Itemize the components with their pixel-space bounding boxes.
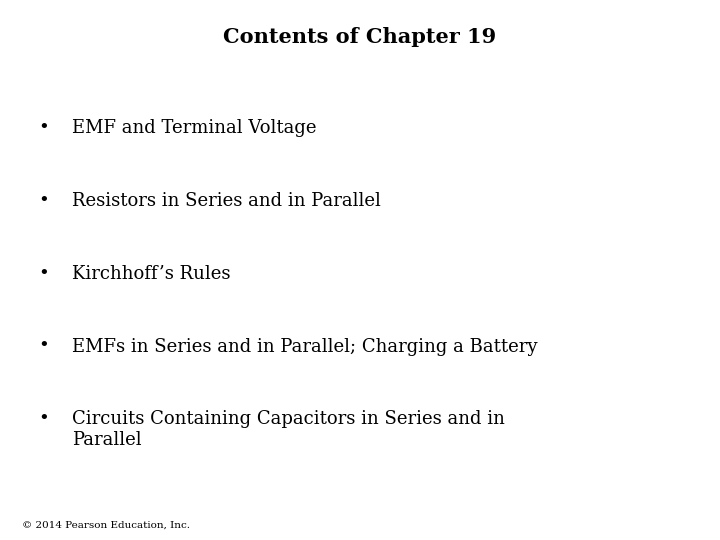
Text: •: • — [38, 119, 48, 137]
Text: •: • — [38, 265, 48, 282]
Text: Circuits Containing Capacitors in Series and in
Parallel: Circuits Containing Capacitors in Series… — [72, 410, 505, 449]
Text: © 2014 Pearson Education, Inc.: © 2014 Pearson Education, Inc. — [22, 520, 189, 529]
Text: Contents of Chapter 19: Contents of Chapter 19 — [223, 27, 497, 47]
Text: •: • — [38, 192, 48, 210]
Text: EMF and Terminal Voltage: EMF and Terminal Voltage — [72, 119, 317, 137]
Text: Resistors in Series and in Parallel: Resistors in Series and in Parallel — [72, 192, 381, 210]
Text: •: • — [38, 338, 48, 355]
Text: Kirchhoff’s Rules: Kirchhoff’s Rules — [72, 265, 230, 282]
Text: •: • — [38, 410, 48, 428]
Text: EMFs in Series and in Parallel; Charging a Battery: EMFs in Series and in Parallel; Charging… — [72, 338, 538, 355]
